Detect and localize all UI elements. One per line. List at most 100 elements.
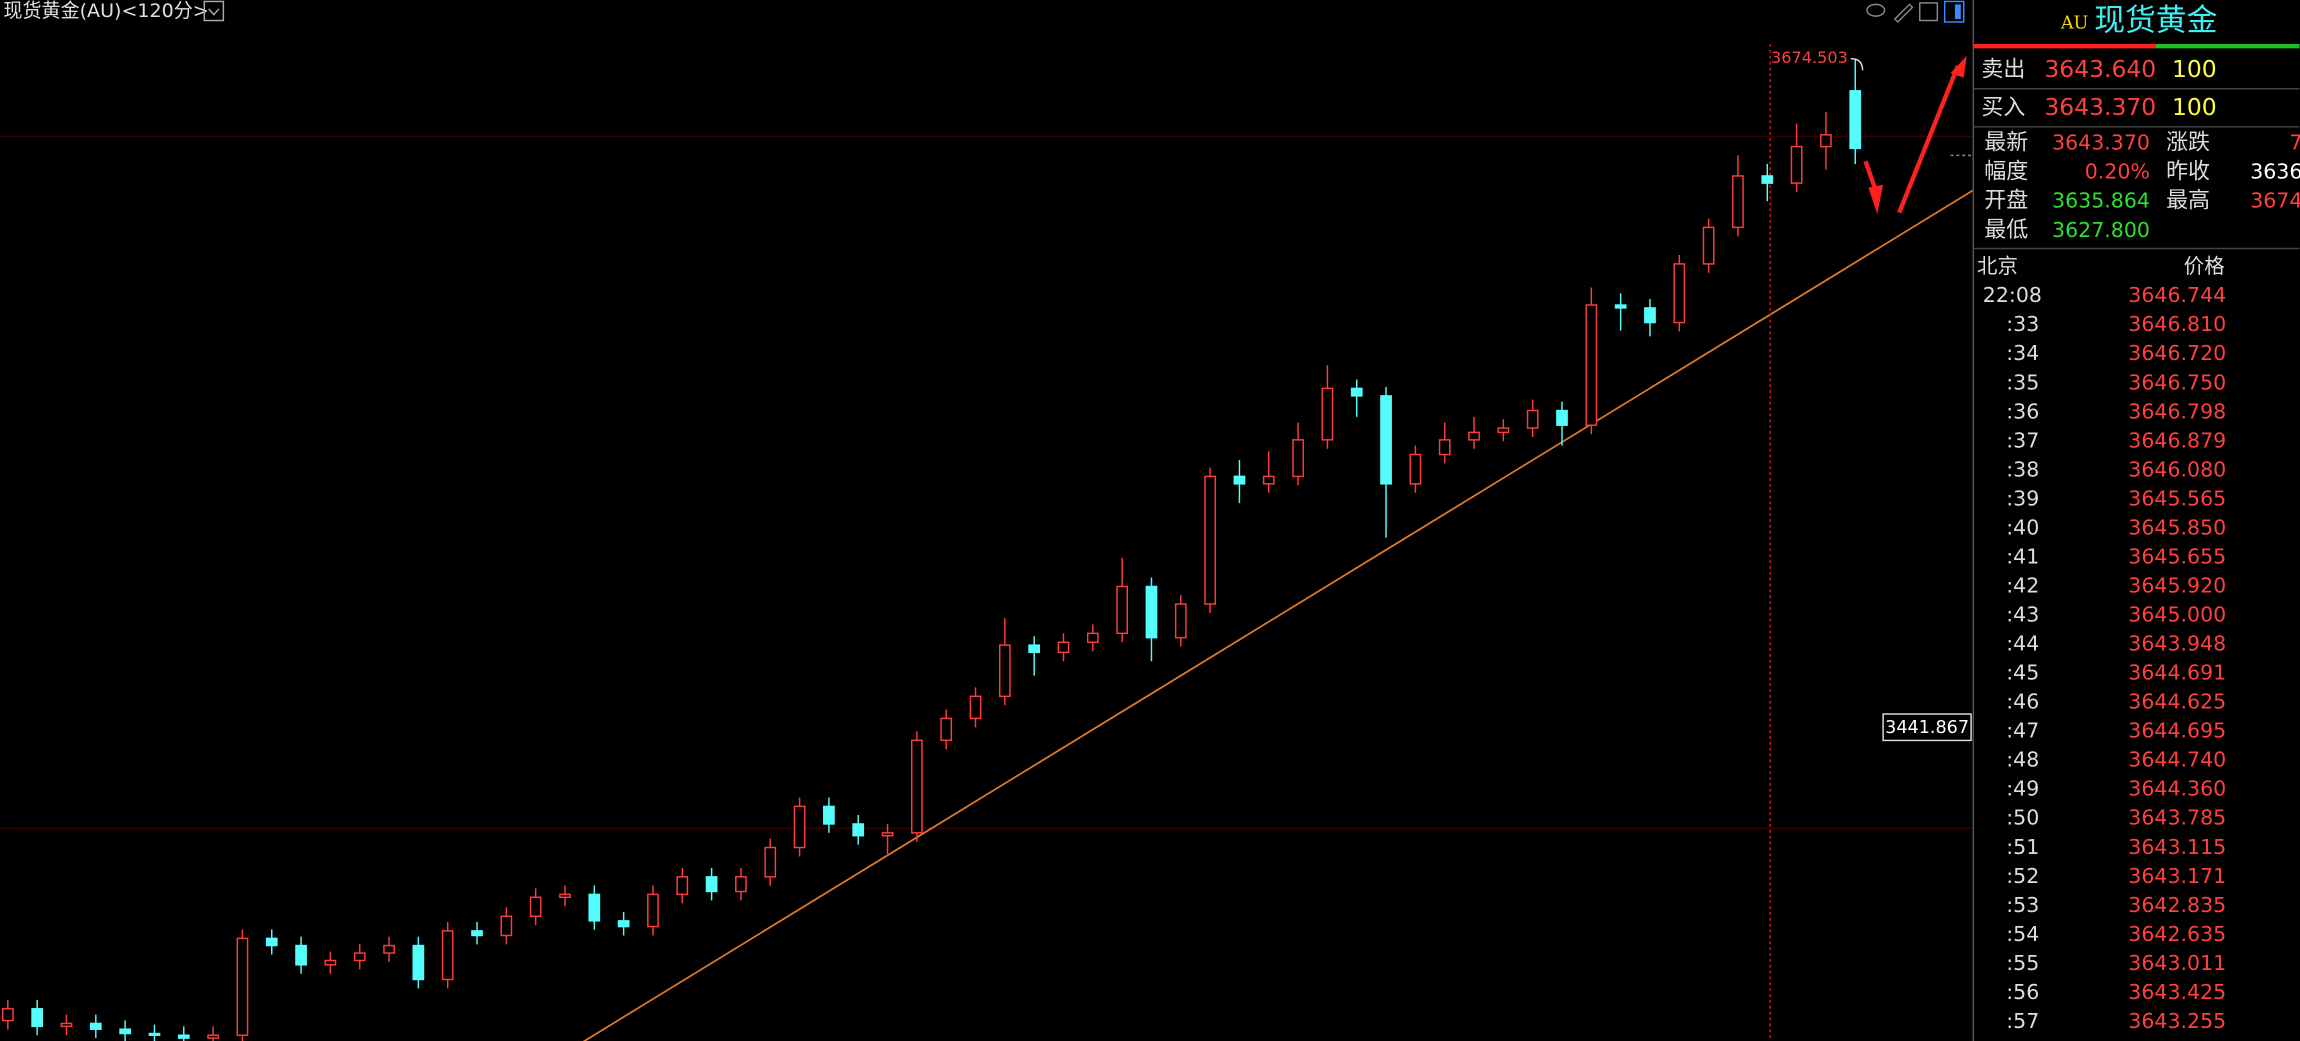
buy-volume: 100 — [2172, 93, 2217, 121]
tick-time: :41 — [2006, 544, 2039, 568]
tick-price: 3643.171 — [2128, 864, 2226, 888]
layout-icon[interactable] — [1943, 0, 1965, 23]
tick-price: 3645.920 — [2128, 573, 2226, 597]
candle-body — [1732, 175, 1744, 229]
candle-body — [588, 893, 601, 922]
candle-body — [852, 823, 865, 837]
candle-body — [1820, 134, 1832, 148]
tick-price: 3643.115 — [2128, 835, 2226, 859]
high-label: 3674.503 — [1771, 48, 1848, 67]
candle-body — [1028, 644, 1041, 654]
tick-price: 3645.655 — [2128, 544, 2226, 568]
candle-body — [1409, 453, 1422, 485]
chart-area — [0, 43, 1973, 1041]
candle-body — [471, 930, 483, 937]
buy-price: 3643.370 — [2044, 93, 2156, 121]
tick-time: 22:08 — [1983, 283, 2042, 307]
tick-time: :53 — [2006, 893, 2039, 917]
tick-price: 3646.750 — [2128, 370, 2226, 394]
candle-body — [1262, 475, 1275, 485]
candle-body — [793, 805, 806, 849]
dropdown-button[interactable] — [203, 0, 225, 22]
tick-price: 3646.080 — [2128, 457, 2226, 481]
quote-panel: AU 现货黄金 卖出 3643.640 100 买入 3643.370 100 … — [1972, 0, 2300, 1041]
layout-icon-fill — [1954, 4, 1961, 20]
time-header: 北京 — [1977, 254, 2018, 278]
candle-body — [676, 876, 689, 896]
tick-price: 3644.625 — [2128, 690, 2226, 714]
tick-time: :50 — [2006, 806, 2039, 830]
candle-body — [705, 876, 718, 893]
tick-time: :51 — [2006, 835, 2039, 859]
candle-body — [1761, 175, 1774, 184]
candle-body — [119, 1028, 131, 1035]
tick-price: 3643.011 — [2128, 951, 2226, 975]
candle-body — [647, 893, 659, 928]
tick-price: 3646.810 — [2128, 312, 2226, 336]
candle-body — [207, 1034, 219, 1039]
stat-value: 3627.800 — [2052, 218, 2150, 242]
candle-body — [1849, 90, 1862, 150]
candle-body — [31, 1008, 44, 1028]
tick-time: :36 — [2006, 399, 2039, 423]
candle-body — [1057, 641, 1070, 654]
stat-label: 开盘 — [1984, 189, 2028, 214]
tick-price: 3644.360 — [2128, 777, 2226, 801]
candle-body — [89, 1022, 102, 1030]
tick-price: 3645.565 — [2128, 486, 2226, 510]
tick-time: :37 — [2006, 428, 2039, 452]
tick-time: :45 — [2006, 661, 2039, 685]
tick-price: 3644.695 — [2128, 719, 2226, 743]
candle-body — [969, 695, 982, 720]
stat-label: 幅度 — [1984, 160, 2028, 185]
candle-body — [998, 644, 1011, 698]
stat-label: 最低 — [1984, 218, 2028, 243]
sell-volume: 100 — [2172, 55, 2217, 83]
candle-body — [1497, 427, 1510, 434]
candle-body — [236, 937, 249, 1036]
candle-body — [617, 920, 630, 928]
tick-time: :33 — [2006, 312, 2039, 336]
tick-time: :39 — [2006, 486, 2039, 510]
tick-time: :35 — [2006, 370, 2039, 394]
grid-icon[interactable] — [1919, 2, 1939, 22]
tick-price: 3643.425 — [2128, 980, 2226, 1004]
candle-body — [265, 937, 278, 947]
stat-value: 3636 — [2250, 160, 2300, 184]
price-header: 价格 — [2184, 254, 2226, 278]
stat-value: 3635.864 — [2052, 189, 2150, 213]
stat-label: 昨收 — [2166, 160, 2210, 185]
candle-body — [559, 893, 571, 898]
chart-title: 现货黄金(AU)<120分> — [3, 0, 208, 22]
stat-value: 7 — [2289, 131, 2300, 155]
quote-code: AU — [2060, 13, 2089, 33]
tick-time: :47 — [2006, 719, 2039, 743]
sell-price: 3643.640 — [2044, 55, 2156, 83]
candle-body — [1380, 395, 1392, 485]
candle-body — [1204, 475, 1216, 605]
tick-price: 3642.635 — [2128, 922, 2226, 946]
tick-price: 3645.850 — [2128, 515, 2226, 539]
arrow-up — [1897, 65, 1960, 214]
candle-body — [1790, 145, 1803, 184]
stat-value: 0.20% — [2085, 160, 2150, 184]
candle-body — [60, 1022, 73, 1028]
candle-body — [500, 915, 513, 937]
candle-body — [1174, 603, 1187, 639]
tick-price: 3644.691 — [2128, 661, 2226, 685]
quote-name: 现货黄金 — [2094, 2, 2217, 38]
candle-body — [383, 944, 395, 954]
eye-icon[interactable] — [1866, 3, 1886, 17]
stat-label: 涨跌 — [2166, 131, 2210, 156]
candle-body — [735, 876, 747, 893]
candle-body — [1468, 431, 1480, 441]
candle-body — [1644, 307, 1656, 324]
tick-time: :44 — [2006, 632, 2039, 656]
candle-body — [1673, 263, 1686, 324]
tick-price: 3643.255 — [2128, 1009, 2226, 1033]
tick-price: 3646.720 — [2128, 341, 2226, 365]
pen-icon[interactable] — [1893, 3, 1914, 24]
